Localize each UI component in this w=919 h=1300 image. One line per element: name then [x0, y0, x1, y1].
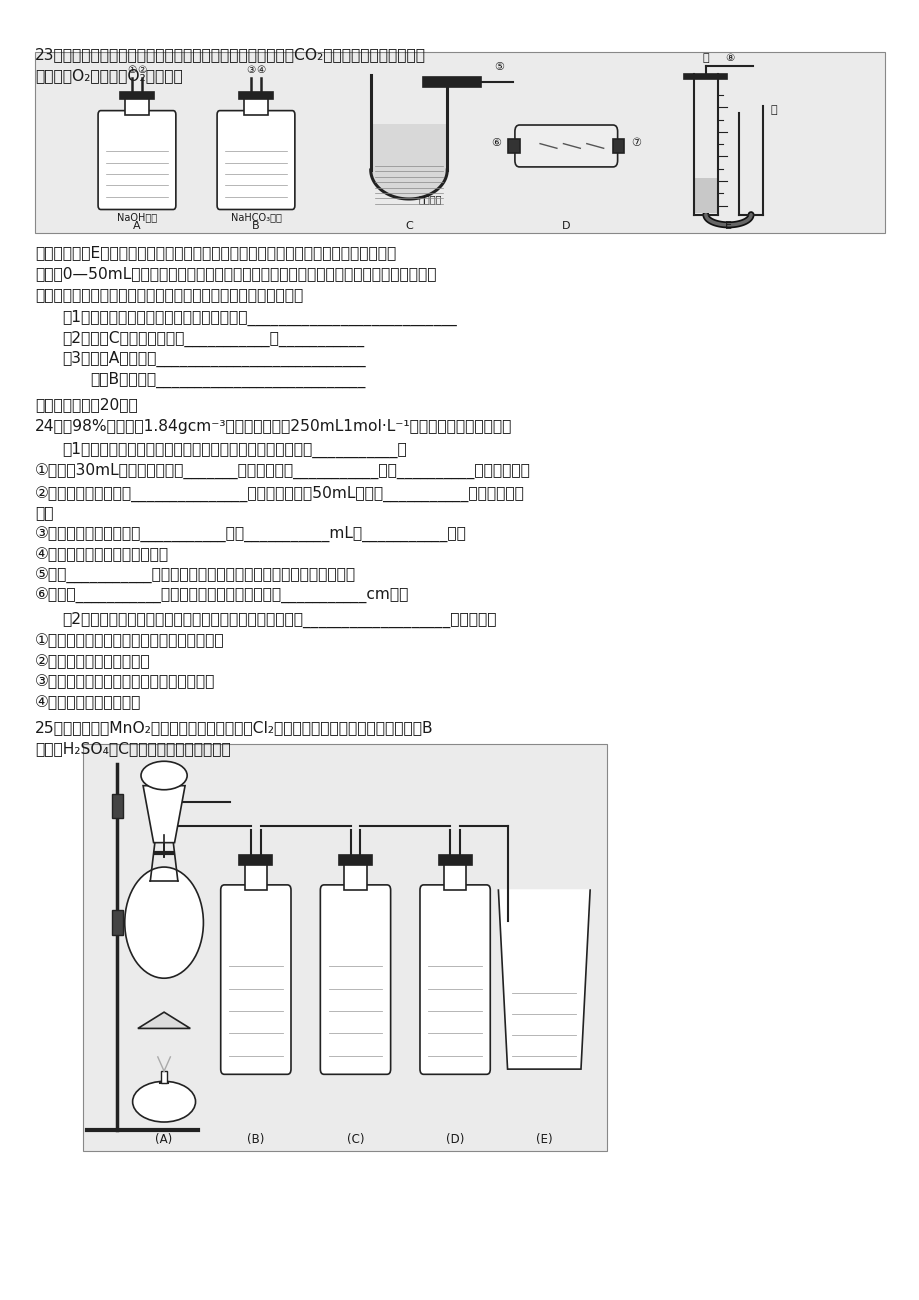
FancyBboxPatch shape — [320, 885, 391, 1074]
Text: ④把容量瓶盖紧，再振荡摇匀。: ④把容量瓶盖紧，再振荡摇匀。 — [35, 546, 169, 562]
Bar — [612, 139, 623, 153]
FancyBboxPatch shape — [217, 111, 295, 209]
Text: E: E — [724, 221, 732, 231]
Text: 图中量气装置E是由甲、乙两根玻璃管组成，它们用橡皮管连通，并装入适量水，甲管有: 图中量气装置E是由甲、乙两根玻璃管组成，它们用橡皮管连通，并装入适量水，甲管有 — [35, 244, 396, 260]
Bar — [35, 52, 884, 233]
Bar — [694, 178, 716, 213]
Polygon shape — [143, 785, 185, 842]
Wedge shape — [127, 923, 201, 978]
Bar — [111, 910, 123, 935]
Bar — [244, 96, 267, 114]
Bar — [444, 863, 466, 891]
FancyBboxPatch shape — [420, 885, 490, 1074]
Bar — [161, 1071, 167, 1083]
Text: 装置B的作用是___________________________: 装置B的作用是___________________________ — [90, 372, 365, 389]
Circle shape — [125, 867, 203, 978]
Text: ③将已冷却的硫酸溶液沿___________注入___________mL的___________中。: ③将已冷却的硫酸溶液沿___________注入___________mL的__… — [35, 525, 466, 542]
Text: ②没有将洗涤液注入容量瓶: ②没有将洗涤液注入容量瓶 — [35, 654, 151, 668]
Bar — [239, 854, 272, 866]
Text: NaHCO₃溶液: NaHCO₃溶液 — [231, 212, 281, 222]
Text: ②: ② — [137, 65, 146, 75]
FancyBboxPatch shape — [221, 885, 290, 1074]
Text: ⑤: ⑤ — [494, 62, 504, 72]
Text: ⑤改用___________加入蒸馏水，使溶液凹池液面恰好与刻度线相切。: ⑤改用___________加入蒸馏水，使溶液凹池液面恰好与刻度线相切。 — [35, 567, 356, 584]
Bar — [83, 744, 607, 1150]
FancyBboxPatch shape — [515, 125, 617, 166]
Bar — [244, 863, 267, 891]
Text: 乙: 乙 — [769, 105, 777, 114]
Text: (D): (D) — [446, 1134, 464, 1147]
Text: (A): (A) — [155, 1134, 173, 1147]
Text: （1）上述装置的连接顺序是（填接口编号）___________________________: （1）上述装置的连接顺序是（填接口编号）____________________… — [62, 309, 457, 326]
Bar — [111, 794, 123, 818]
Bar — [238, 92, 273, 99]
Text: ②将量取得的浓硫酸沿_______________慢慢注入盛有约50mL的水的___________里，并不断搅: ②将量取得的浓硫酸沿_______________慢慢注入盛有约50mL的水的_… — [35, 486, 524, 502]
Text: ①向容量瓶中倾倒溶液，有少量溶液流到瓶外: ①向容量瓶中倾倒溶液，有少量溶液流到瓶外 — [35, 633, 224, 647]
Polygon shape — [498, 889, 590, 1069]
Text: ⑧: ⑧ — [724, 53, 733, 62]
Text: ③: ③ — [246, 65, 255, 75]
Text: (E): (E) — [536, 1134, 552, 1147]
Text: ⑦: ⑦ — [630, 138, 641, 148]
Bar — [508, 139, 519, 153]
Text: 23．某课外活动小组模拟呼吸面具中的原理（过氧化钠与潮湿CO₂反应），设计用下图的仪: 23．某课外活动小组模拟呼吸面具中的原理（过氧化钠与潮湿CO₂反应），设计用下图… — [35, 48, 425, 62]
Ellipse shape — [143, 764, 185, 786]
Text: ①: ① — [127, 65, 136, 75]
Polygon shape — [370, 125, 447, 199]
Bar — [344, 863, 366, 891]
Text: 四、实验题（共20分）: 四、实验题（共20分） — [35, 396, 138, 412]
Bar — [119, 92, 154, 99]
Text: ⑥继续往___________中小心加水直到液面接近刻度___________cm处。: ⑥继续往___________中小心加水直到液面接近刻度___________c… — [35, 588, 409, 604]
Text: (C): (C) — [346, 1134, 364, 1147]
Text: ③用量筒量取浓硫酸时，仰视量筒进行读取: ③用量筒量取浓硫酸时，仰视量筒进行读取 — [35, 675, 215, 689]
Text: A: A — [133, 221, 141, 231]
Text: ④: ④ — [256, 65, 266, 75]
Text: 中为浓H₂SO₄，C中为水（或饱和食盐水）: 中为浓H₂SO₄，C中为水（或饱和食盐水） — [35, 741, 231, 755]
Text: 器来制取O₂，并测量O₂的体积。: 器来制取O₂，并测量O₂的体积。 — [35, 68, 183, 83]
Text: ⑥: ⑥ — [491, 138, 501, 148]
Text: NaOH溶液: NaOH溶液 — [117, 212, 157, 222]
FancyBboxPatch shape — [98, 111, 176, 209]
Text: （2）在配制过程中，下列情况引起物质的量浓度偏高的是___________________（填序号）: （2）在配制过程中，下列情况引起物质的量浓度偏高的是______________… — [62, 612, 496, 628]
Text: ④俯视观察容量瓶刻度线: ④俯视观察容量瓶刻度线 — [35, 696, 142, 710]
Text: （2）装置C中放的反应物是___________和___________: （2）装置C中放的反应物是___________和___________ — [62, 330, 364, 347]
Text: 25．在实验中用MnO₂与浓盐酸制取干燥纯净的Cl₂。某学生设计的实验装置如图所示，B: 25．在实验中用MnO₂与浓盐酸制取干燥纯净的Cl₂。某学生设计的实验装置如图所… — [35, 720, 433, 734]
Ellipse shape — [132, 1082, 196, 1122]
Text: B: B — [252, 221, 259, 231]
Text: 玻璃纤维: 玻璃纤维 — [418, 194, 441, 204]
Bar — [423, 77, 480, 87]
Text: C: C — [404, 221, 413, 231]
Polygon shape — [138, 1013, 190, 1028]
Text: 还有：稀硫酸、盐酸、过氧化钠、碳酸钠、大理石、水。试回答：: 还有：稀硫酸、盐酸、过氧化钠、碳酸钠、大理石、水。试回答： — [35, 287, 303, 302]
Text: D: D — [562, 221, 570, 231]
Text: （1）下列各步实验操作顺序不对，正确顺序应为（写序号）___________。: （1）下列各步实验操作顺序不对，正确顺序应为（写序号）___________。 — [62, 442, 407, 459]
Ellipse shape — [141, 762, 187, 789]
Text: （3）装置A的作用是___________________________: （3）装置A的作用是___________________________ — [62, 351, 366, 368]
Text: (B): (B) — [247, 1134, 265, 1147]
Bar — [684, 74, 727, 79]
Text: 刻度（0—50mL），供量气用；乙管可上下移动，以调节液面高低，实验室可供选用的药品: 刻度（0—50mL），供量气用；乙管可上下移动，以调节液面高低，实验室可供选用的… — [35, 265, 436, 281]
Text: 24．用98%（密度为1.84gcm⁻³）的浓硫酸配制250mL1mol·L⁻¹稀硫酸，请按要求填空：: 24．用98%（密度为1.84gcm⁻³）的浓硫酸配制250mL1mol·L⁻¹… — [35, 419, 512, 434]
Text: 甲: 甲 — [702, 53, 709, 62]
Text: 拌。: 拌。 — [35, 504, 53, 520]
Bar — [338, 854, 371, 866]
Bar — [438, 854, 471, 866]
Text: ①取用约30mL蒸馏水洗涤烧杯_______次，洗涤液沿___________注入__________中，并振荡。: ①取用约30mL蒸馏水洗涤烧杯_______次，洗涤液沿___________注… — [35, 463, 530, 480]
Bar — [125, 96, 148, 114]
